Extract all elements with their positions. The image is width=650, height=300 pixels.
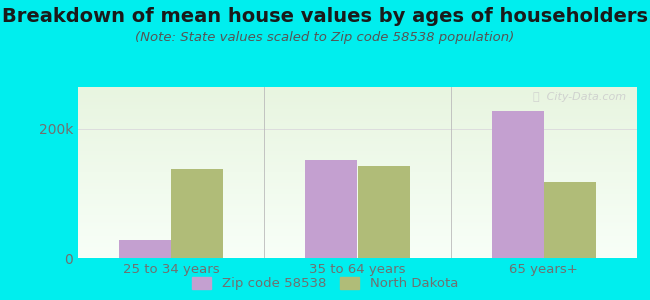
Legend: Zip code 58538, North Dakota: Zip code 58538, North Dakota [192,277,458,290]
Bar [171,169,224,258]
Bar [119,240,171,258]
Bar [306,160,358,258]
Bar [358,167,410,258]
Bar [491,111,544,258]
Text: ⓘ  City-Data.com: ⓘ City-Data.com [533,92,626,102]
Bar [544,182,596,258]
Text: (Note: State values scaled to Zip code 58538 population): (Note: State values scaled to Zip code 5… [135,32,515,44]
Text: Breakdown of mean house values by ages of householders: Breakdown of mean house values by ages o… [2,8,648,26]
